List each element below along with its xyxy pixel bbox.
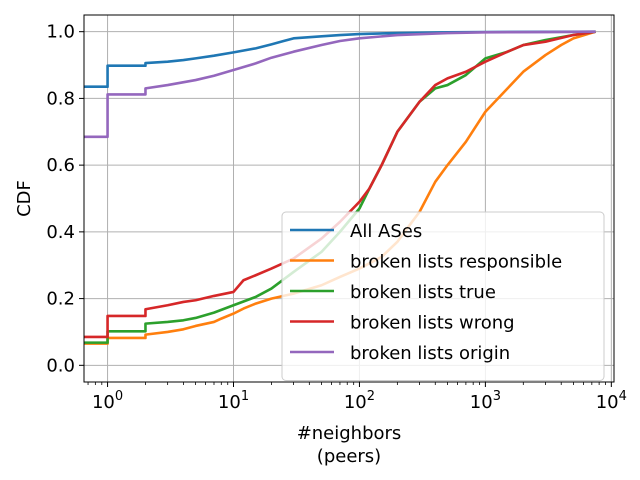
legend-label: broken lists origin — [350, 343, 510, 364]
x-tick-label: 100 — [92, 389, 123, 413]
legend-label: broken lists responsible — [350, 252, 562, 273]
x-tick-label: 103 — [470, 389, 501, 413]
y-axis-ticks: 0.0 0.2 0.4 0.6 0.8 1.0 — [46, 22, 84, 376]
x-axis-label-sub: (peers) — [317, 446, 381, 467]
x-tick-base: 10 — [596, 392, 619, 413]
series-line-1 — [84, 30, 596, 89]
x-tick-exponent: 3 — [493, 389, 501, 404]
x-tick-base: 10 — [344, 392, 367, 413]
x-tick-base: 10 — [470, 392, 493, 413]
legend-label: broken lists true — [350, 282, 496, 303]
plot-frame — [83, 14, 615, 383]
y-tick-label: 0.4 — [46, 222, 75, 243]
x-tick-exponent: 0 — [115, 389, 123, 404]
x-tick-exponent: 2 — [367, 389, 375, 404]
x-tick-label: 102 — [344, 389, 375, 413]
x-tick-exponent: 1 — [241, 389, 249, 404]
legend-label: All ASes — [350, 221, 422, 242]
x-tick-label: 104 — [596, 389, 627, 413]
x-tick-label: 101 — [218, 389, 249, 413]
y-tick-label: 0.0 — [46, 355, 75, 376]
legend-box — [281, 211, 605, 381]
y-axis-label: CDF — [14, 180, 35, 217]
x-tick-exponent: 4 — [619, 389, 627, 404]
y-tick-label: 0.2 — [46, 289, 75, 310]
x-tick-base: 10 — [92, 392, 115, 413]
x-tick-base: 10 — [218, 392, 241, 413]
legend: All ASes broken lists responsible broken l… — [281, 211, 605, 381]
x-axis-ticks: 100 101 102 103 104 — [87, 382, 627, 413]
y-tick-label: 0.6 — [46, 155, 75, 176]
x-axis-label: #neighbors — [297, 423, 402, 444]
y-tick-label: 0.8 — [46, 88, 75, 109]
y-tick-label: 1.0 — [46, 22, 75, 43]
legend-label: broken lists wrong — [350, 313, 515, 334]
series-line-5 — [84, 30, 596, 139]
